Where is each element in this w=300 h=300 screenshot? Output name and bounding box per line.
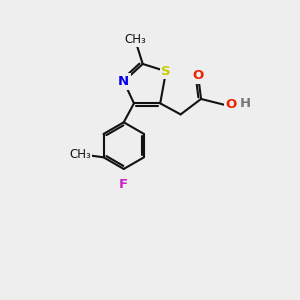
Text: O: O [225,98,236,111]
Text: CH₃: CH₃ [69,148,91,161]
Text: CH₃: CH₃ [124,33,146,46]
Text: H: H [240,97,251,110]
Text: S: S [161,65,171,78]
Text: F: F [119,178,128,191]
Text: N: N [118,75,129,88]
Text: O: O [193,69,204,82]
